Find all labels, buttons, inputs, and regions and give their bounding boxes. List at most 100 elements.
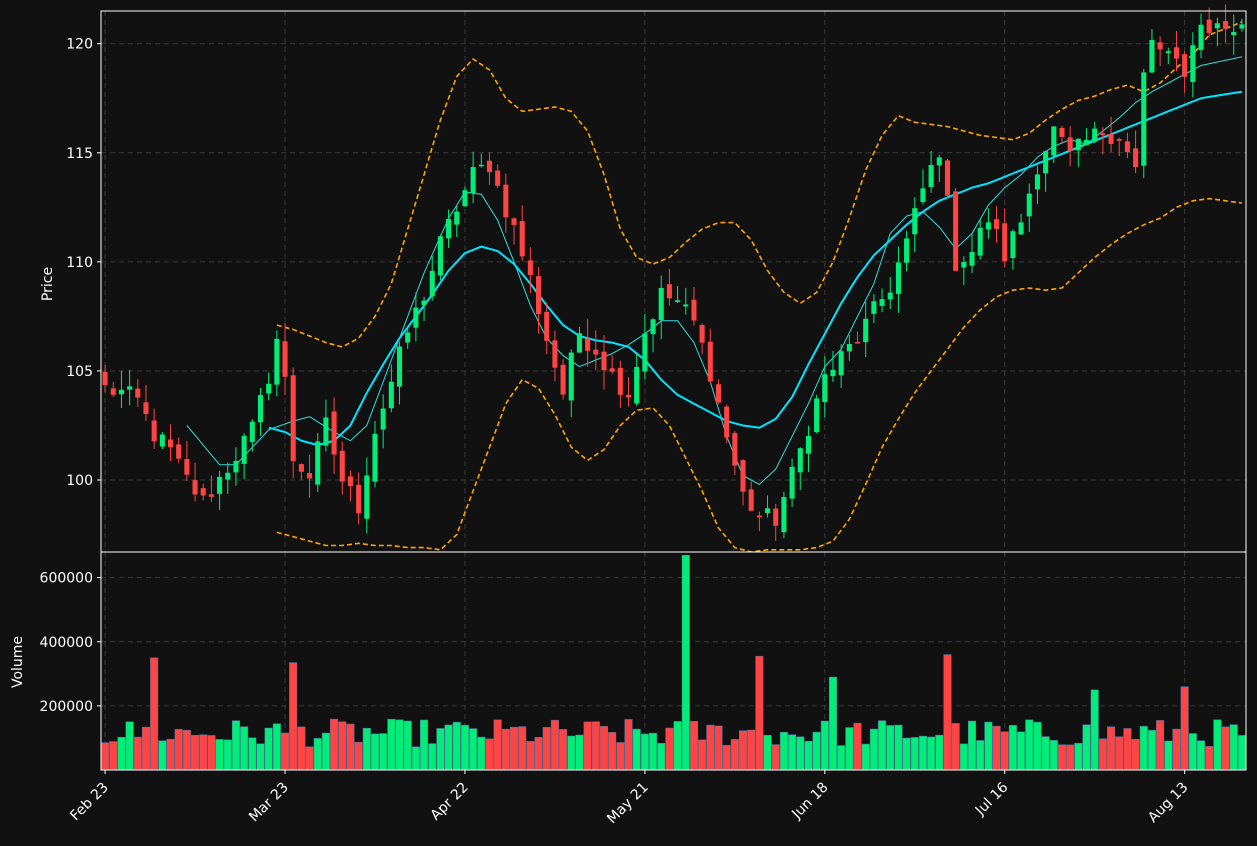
volume-bar — [362, 727, 371, 771]
candle-body — [413, 307, 419, 328]
candle-body — [805, 436, 811, 454]
volume-bar — [640, 733, 649, 771]
price-tick-label: 120 — [66, 37, 93, 53]
volume-bar — [976, 740, 985, 771]
candle-body — [127, 386, 133, 390]
candle-body — [372, 433, 378, 482]
volume-bar — [1098, 738, 1107, 771]
volume-bar — [951, 723, 960, 771]
candle-body — [1223, 21, 1229, 29]
candle-body — [266, 383, 272, 394]
candle-body — [511, 218, 517, 225]
volume-bar — [199, 734, 208, 771]
volume-bar — [436, 728, 445, 771]
volume-bar — [1017, 731, 1026, 771]
volume-bar — [657, 742, 666, 771]
candle-body — [290, 375, 296, 462]
volume-bar — [861, 743, 870, 771]
candle-body — [503, 184, 509, 218]
volume-bar — [730, 739, 739, 771]
volume-bar — [959, 743, 968, 771]
candle-body — [1043, 151, 1049, 174]
volume-bar — [158, 740, 167, 771]
volume-bar — [927, 736, 936, 771]
volume-bar — [510, 726, 519, 771]
volume-bar — [444, 724, 453, 771]
volume-bar — [281, 732, 290, 771]
candle-body — [1059, 127, 1065, 137]
candle-body — [904, 238, 910, 263]
volume-bar — [1131, 739, 1140, 771]
candle-body — [1173, 47, 1180, 59]
volume-bar — [1049, 740, 1058, 771]
volume-bar — [575, 734, 584, 771]
volume-bar — [820, 720, 829, 771]
volume-bar — [771, 744, 780, 771]
candle-body — [928, 164, 934, 188]
volume-bar — [812, 731, 821, 771]
volume-bar — [1164, 740, 1173, 771]
candle-body — [912, 208, 918, 235]
candle-body — [568, 352, 574, 401]
candle-body — [339, 450, 345, 482]
candle-body — [380, 408, 386, 430]
volume-bar — [191, 735, 200, 771]
candle-body — [707, 341, 713, 382]
volume-bar — [918, 735, 927, 771]
candle-body — [1182, 54, 1188, 77]
volume-bar — [763, 734, 772, 771]
volume-bar — [133, 736, 142, 771]
candle-body — [143, 402, 149, 415]
candle-body — [699, 325, 705, 343]
candle-body — [1002, 223, 1008, 262]
volume-bar — [722, 745, 731, 771]
candle-body — [315, 441, 321, 485]
volume-bar — [501, 728, 510, 771]
candle-body — [118, 389, 124, 395]
candle-body — [1165, 51, 1171, 54]
volume-bar — [1139, 726, 1148, 771]
candle-body — [470, 167, 476, 194]
volume-bar — [984, 721, 993, 771]
candle-body — [895, 262, 901, 294]
candle-body — [274, 338, 280, 385]
volume-bar — [101, 742, 110, 771]
candle-body — [225, 472, 231, 480]
volume-bar — [804, 740, 813, 771]
lower-band-line — [276, 197, 1243, 552]
price-axis-label: Price — [40, 267, 56, 301]
volume-bar — [231, 720, 240, 771]
candle-body — [536, 276, 542, 315]
volume-bar — [779, 732, 788, 771]
volume-bar — [256, 743, 265, 771]
volume-tick-label: 200000 — [40, 699, 93, 715]
candle-body — [732, 432, 738, 466]
volume-bar — [264, 727, 273, 771]
candle-body — [985, 222, 991, 230]
volume-bar — [1188, 733, 1197, 771]
upper-band-line — [276, 21, 1243, 348]
candle-body — [241, 435, 247, 464]
candle-body — [658, 287, 664, 321]
volume-bar — [469, 728, 478, 771]
volume-bar — [886, 725, 895, 771]
candle-body — [977, 227, 983, 256]
volume-bar — [1115, 736, 1124, 771]
candle-body — [666, 284, 672, 299]
candle-body — [781, 497, 787, 533]
candle-body — [184, 459, 190, 475]
candle-body — [1018, 222, 1024, 235]
volume-bar — [125, 721, 134, 771]
candle-body — [1051, 126, 1057, 156]
candle-body — [307, 473, 313, 479]
candle-body — [683, 304, 689, 307]
volume-bar — [387, 718, 396, 771]
volume-bar — [518, 726, 527, 771]
volume-bar — [796, 736, 805, 771]
candle-body — [1026, 193, 1032, 217]
ma-fast-line — [186, 56, 1243, 486]
candle-body — [1198, 24, 1204, 51]
price-tick-label: 115 — [66, 146, 93, 162]
volume-bar — [297, 726, 306, 771]
volume-bar — [452, 721, 461, 771]
